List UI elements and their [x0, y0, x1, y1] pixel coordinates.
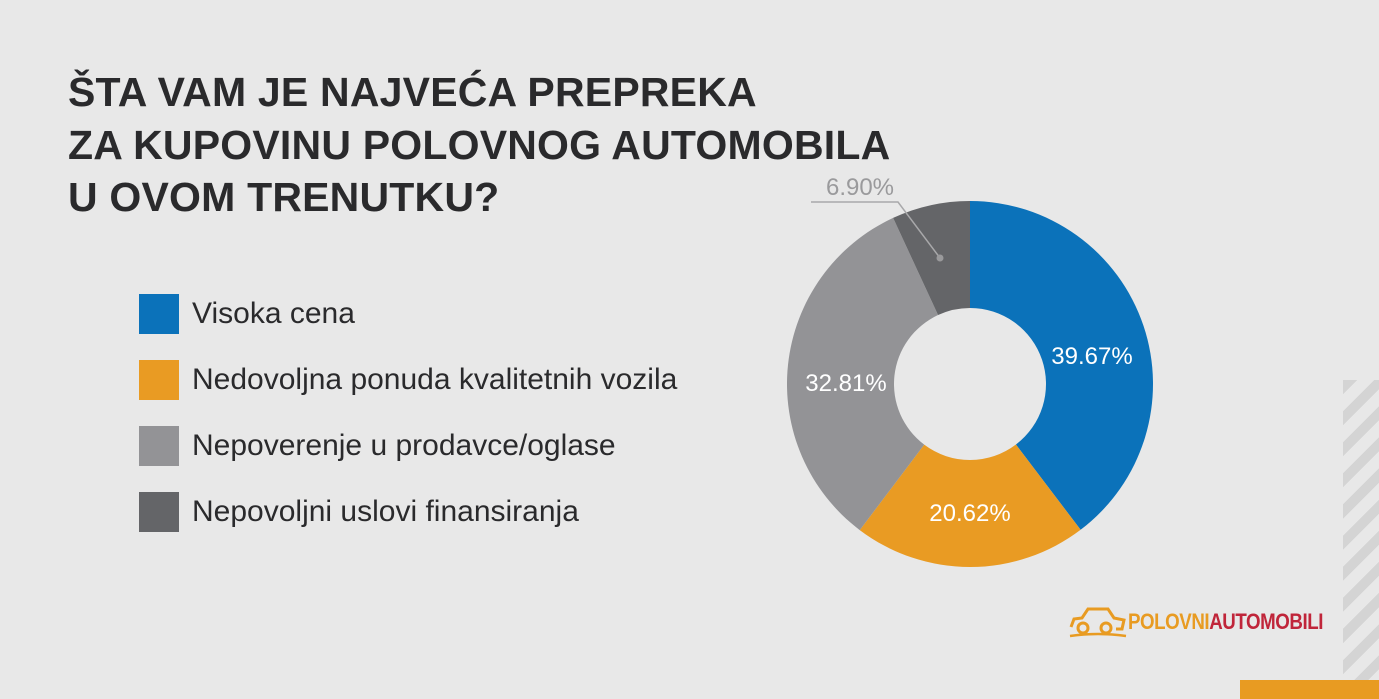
- donut-slice: [970, 201, 1153, 530]
- logo-text: POLOVNIAUTOMOBILI: [1128, 609, 1324, 634]
- legend-label: Nepovoljni uslovi finansiranja: [192, 495, 579, 528]
- legend-label: Nedovoljna ponuda kvalitetnih vozila: [192, 363, 678, 396]
- legend-swatch: [139, 426, 179, 466]
- chart-title: ŠTA VAM JE NAJVEĆA PREPREKA ZA KUPOVINU …: [68, 66, 890, 224]
- donut-slice: [859, 444, 1081, 567]
- legend-label: Nepoverenje u prodavce/oglase: [192, 429, 616, 462]
- logo: POLOVNIAUTOMOBILI: [1068, 605, 1357, 639]
- slice-label: 39.67%: [1051, 343, 1132, 370]
- leader-dot: [936, 254, 944, 262]
- legend-swatch: [139, 294, 179, 334]
- title-line: U OVOM TRENUTKU?: [68, 174, 500, 220]
- title-line: ZA KUPOVINU POLOVNOG AUTOMOBILA: [68, 121, 891, 168]
- legend-swatch: [139, 360, 179, 400]
- donut-slice: [787, 217, 939, 531]
- slice-label: 20.62%: [929, 500, 1010, 527]
- donut-slice: [893, 201, 970, 316]
- legend-item: Nedovoljna ponuda kvalitetnih vozila: [139, 360, 677, 400]
- slice-label: 32.81%: [805, 370, 886, 397]
- legend-item: Nepoverenje u prodavce/oglase: [139, 426, 677, 466]
- decorative-stripes: [1343, 380, 1379, 680]
- legend-label: Visoka cena: [192, 297, 355, 330]
- slice-label: 6.90%: [826, 174, 894, 201]
- decorative-bar: [1240, 680, 1379, 699]
- legend-swatch: [139, 492, 179, 532]
- legend-item: Nepovoljni uslovi finansiranja: [139, 492, 677, 532]
- legend-item: Visoka cena: [139, 294, 677, 334]
- car-logo-icon: [1069, 607, 1127, 638]
- legend: Visoka cena Nedovoljna ponuda kvalitetni…: [139, 294, 677, 558]
- title-line: ŠTA VAM JE NAJVEĆA PREPREKA: [68, 69, 757, 115]
- leader-line: [811, 201, 941, 259]
